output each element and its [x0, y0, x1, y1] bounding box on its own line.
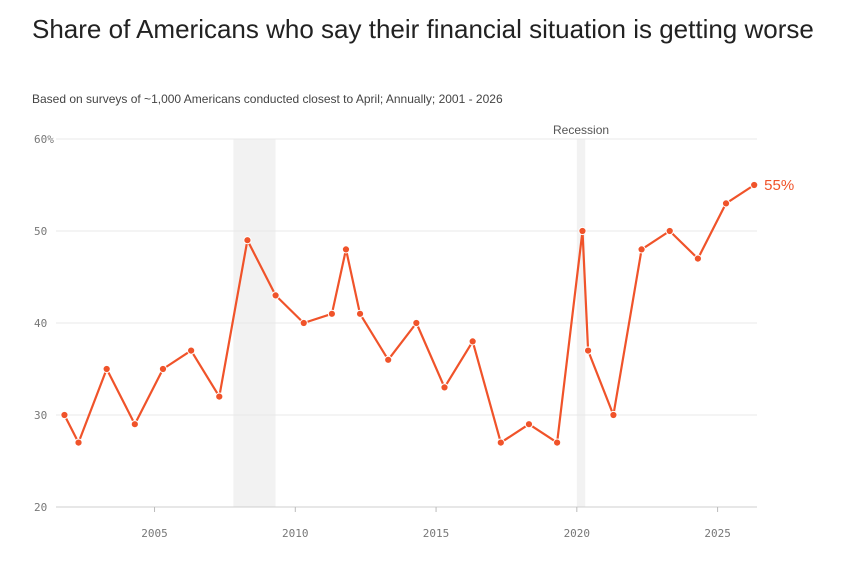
data-point: [524, 420, 534, 429]
data-point: [74, 438, 83, 447]
data-point: [60, 410, 69, 420]
recession-label: Recession: [553, 123, 609, 137]
chart-title: Share of Americans who say their financi…: [32, 14, 814, 44]
series-line: [63, 183, 756, 444]
data-point: [583, 346, 593, 355]
x-tick-label: 2005: [141, 527, 168, 540]
data-point: [496, 438, 505, 447]
data-point: [609, 410, 618, 420]
data-point: [130, 420, 139, 429]
annotations: Recession 55%: [553, 123, 794, 194]
data-point: [215, 392, 224, 401]
data-point: [468, 337, 477, 346]
series-line-layer: [63, 183, 756, 444]
data-point: [355, 309, 365, 318]
data-point: [158, 364, 168, 374]
data-point: [299, 318, 308, 328]
data-point: [440, 383, 449, 392]
y-tick-label: 30: [34, 409, 47, 422]
data-point: [665, 226, 674, 236]
gridlines: [56, 138, 757, 508]
data-point: [553, 438, 562, 447]
data-point: [341, 245, 351, 254]
data-point: [271, 291, 280, 300]
data-point: [384, 355, 393, 364]
data-point: [637, 245, 646, 254]
data-point: [750, 180, 759, 190]
data-point: [327, 309, 336, 318]
end-value-label: 55%: [764, 177, 794, 194]
data-point: [243, 236, 252, 245]
x-tick-label: 2025: [704, 527, 731, 540]
data-point: [578, 226, 587, 236]
y-tick-label: 40: [34, 317, 47, 330]
y-tick-label: 50: [34, 225, 47, 238]
y-tick-label: 60%: [34, 133, 54, 146]
x-tick-label: 2010: [282, 527, 309, 540]
data-points: [60, 180, 759, 447]
data-point: [187, 346, 196, 355]
x-tick-label: 2020: [564, 527, 591, 540]
data-point: [102, 364, 111, 374]
axis-ticks: 20 30 40 50 60% 2005 2010 2015 2020 2025: [34, 133, 731, 540]
data-point: [412, 318, 421, 328]
data-point: [721, 199, 731, 208]
x-tick-label: 2015: [423, 527, 450, 540]
y-tick-label: 20: [34, 501, 47, 514]
chart-subtitle: Based on surveys of ~1,000 Americans con…: [32, 92, 503, 106]
data-point: [693, 254, 702, 263]
